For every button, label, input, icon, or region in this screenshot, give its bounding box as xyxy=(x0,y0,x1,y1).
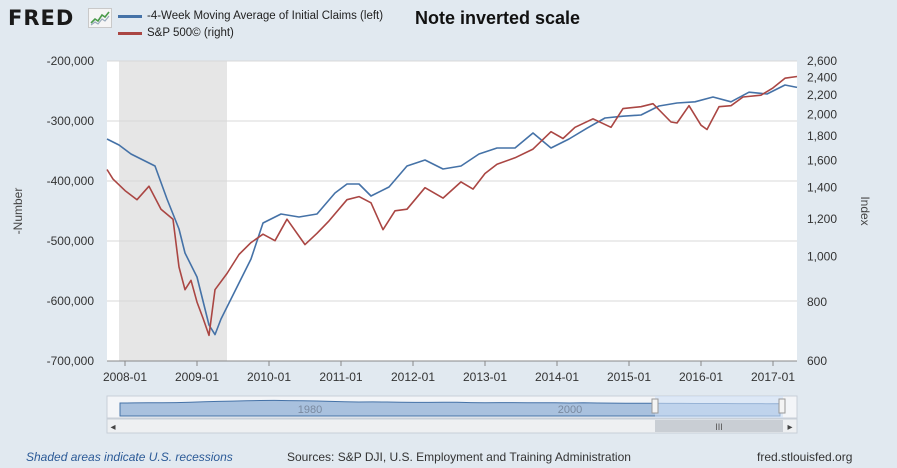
y-right-tick-label: 1,800 xyxy=(807,129,837,143)
sources-text: Sources: S&P DJI, U.S. Employment and Tr… xyxy=(287,450,631,464)
y-right-tick-label: 1,200 xyxy=(807,212,837,226)
x-tick-label: 2008-01 xyxy=(103,370,147,384)
navigator-year-label: 2000 xyxy=(558,404,582,416)
y-left-tick-label: -700,000 xyxy=(47,354,95,368)
scroll-grip-icon: III xyxy=(715,422,723,432)
y-left-tick-label: -500,000 xyxy=(47,234,95,248)
legend-swatch-claims xyxy=(118,14,142,18)
legend-swatch-sp500 xyxy=(118,31,142,35)
x-tick-label: 2012-01 xyxy=(391,370,435,384)
x-tick-label: 2017-01 xyxy=(751,370,795,384)
navigator-handle-left xyxy=(651,398,659,414)
x-tick-label: 2016-01 xyxy=(679,370,723,384)
fred-logo[interactable]: FRED xyxy=(8,6,75,30)
chart-note: Note inverted scale xyxy=(415,8,581,28)
series-line-claims xyxy=(106,84,798,336)
plot-area xyxy=(107,61,797,361)
recession-shade xyxy=(119,61,227,361)
recession-note: Shaded areas indicate U.S. recessions xyxy=(26,450,233,464)
navigator-scrollbar-track xyxy=(106,418,798,434)
sparkline-chart-icon xyxy=(88,8,112,28)
x-tick-label: 2013-01 xyxy=(463,370,507,384)
y-right-tick-label: 1,400 xyxy=(807,181,837,195)
x-tick-label: 2011-01 xyxy=(319,370,362,384)
legend-item-claims[interactable]: -4-Week Moving Average of Initial Claims… xyxy=(118,10,383,22)
legend-label-sp500: S&P 500© (right) xyxy=(147,27,234,39)
y-left-tick-label: -600,000 xyxy=(47,294,95,308)
y-left-axis-title: -Number xyxy=(11,188,25,235)
scroll-left-arrow-icon: ◂ xyxy=(110,422,115,433)
y-right-tick-label: 2,000 xyxy=(807,108,837,122)
y-right-tick-label: 1,000 xyxy=(807,249,837,263)
y-right-tick-label: 2,400 xyxy=(807,70,837,84)
x-tick-label: 2014-01 xyxy=(535,370,579,384)
navigator-frame xyxy=(106,395,798,419)
x-tick-label: 2010-01 xyxy=(247,370,291,384)
y-right-tick-label: 2,200 xyxy=(807,88,837,102)
y-left-tick-label: -200,000 xyxy=(47,54,95,68)
scroll-right-arrow-icon: ▸ xyxy=(787,422,792,433)
x-tick-label: 2015-01 xyxy=(607,370,651,384)
y-right-tick-label: 1,600 xyxy=(807,153,837,167)
navigator-selection xyxy=(655,396,783,418)
y-left-tick-label: -300,000 xyxy=(47,114,95,128)
y-right-axis-title: Index xyxy=(858,196,872,225)
legend-label-claims: -4-Week Moving Average of Initial Claims… xyxy=(147,10,384,22)
y-right-tick-label: 800 xyxy=(807,295,827,309)
y-right-tick-label: 600 xyxy=(807,354,827,368)
x-tick-label: 2009-01 xyxy=(175,370,219,384)
navigator-year-label: 1980 xyxy=(298,404,322,416)
legend-item-sp500[interactable]: S&P 500© (right) xyxy=(118,27,234,39)
y-left-tick-label: -400,000 xyxy=(47,174,95,188)
series-line-sp500 xyxy=(106,75,798,337)
navigator-handle-right xyxy=(778,398,786,414)
y-right-tick-label: 2,600 xyxy=(807,54,837,68)
navigator-series-area xyxy=(119,399,781,417)
site-link[interactable]: fred.stlouisfed.org xyxy=(757,450,853,464)
navigator-scrollbar-thumb xyxy=(655,420,783,432)
